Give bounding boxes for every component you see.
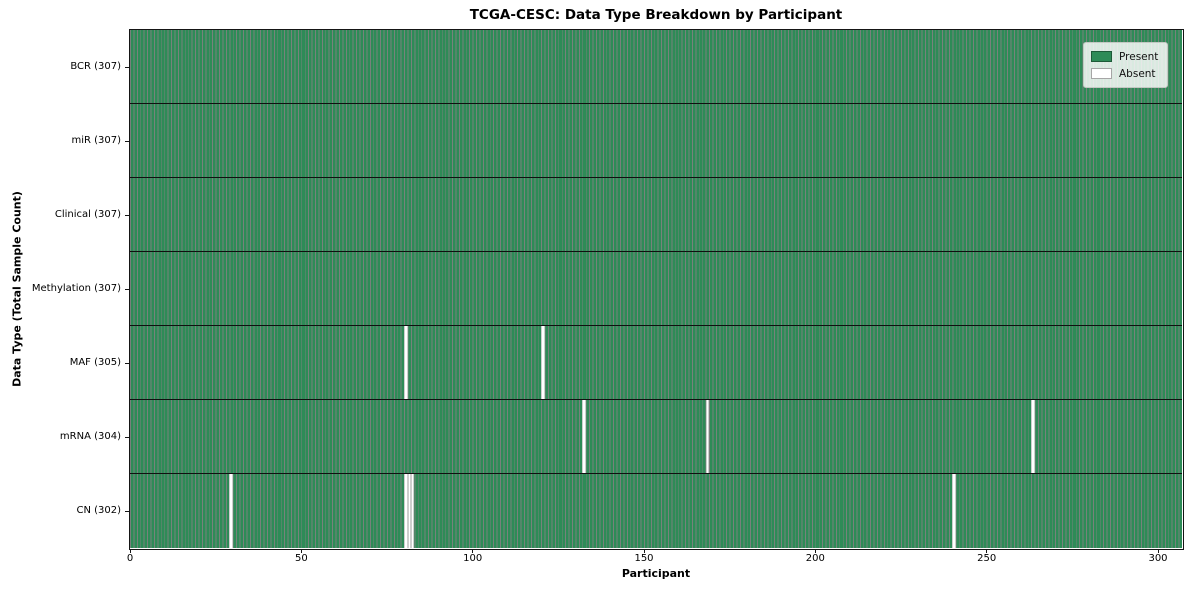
x-tick-label-250: 250 xyxy=(977,553,997,564)
chart-title: TCGA-CESC: Data Type Breakdown by Partic… xyxy=(469,7,843,23)
y-tick xyxy=(124,66,129,68)
x-tick xyxy=(814,549,816,553)
x-tick xyxy=(1157,549,1159,553)
y-tick-label-mrna: mRNA (304) xyxy=(59,431,121,442)
heatmap-row-clinical xyxy=(130,178,1182,252)
heatmap-row-maf xyxy=(130,326,1182,400)
absent-bar-cn-80 xyxy=(404,474,408,548)
heatmap-row-mir xyxy=(130,104,1182,178)
x-tick xyxy=(300,549,302,553)
y-tick-label-clinical: Clinical (307) xyxy=(54,209,121,220)
y-tick-label-methylation: Methylation (307) xyxy=(31,283,121,294)
y-tick-label-maf: MAF (305) xyxy=(69,357,121,368)
x-tick-label-150: 150 xyxy=(634,553,654,564)
x-tick xyxy=(472,549,474,553)
absent-bar-cn-240 xyxy=(952,474,956,548)
y-tick xyxy=(124,436,129,438)
y-tick-label-cn: CN (302) xyxy=(76,505,121,516)
absent-bar-mrna-263 xyxy=(1031,400,1035,473)
x-tick xyxy=(986,549,988,553)
heatmap-row-cn xyxy=(130,474,1182,548)
y-tick-label-bcr: BCR (307) xyxy=(70,61,121,72)
y-tick xyxy=(124,362,129,364)
absent-bar-maf-80 xyxy=(404,326,408,399)
heatmap-row-bcr xyxy=(130,30,1182,104)
y-tick xyxy=(124,140,129,142)
legend-label-absent: Absent xyxy=(1119,67,1156,80)
y-tick xyxy=(124,288,129,290)
legend-swatch-present xyxy=(1091,51,1112,62)
y-tick xyxy=(124,510,129,512)
legend-entry-absent: Absent xyxy=(1091,65,1158,82)
absent-bar-maf-120 xyxy=(541,326,545,399)
legend-entry-present: Present xyxy=(1091,48,1158,65)
absent-bar-cn-29 xyxy=(229,474,233,548)
legend-swatch-absent xyxy=(1091,68,1112,79)
absent-bar-cn-81 xyxy=(407,474,411,548)
heatmap-row-methylation xyxy=(130,252,1182,326)
plot-area xyxy=(130,30,1182,548)
x-tick xyxy=(643,549,645,553)
x-tick-label-0: 0 xyxy=(126,553,134,564)
absent-bar-mrna-132 xyxy=(582,400,586,473)
x-tick-label-100: 100 xyxy=(463,553,483,564)
absent-bar-mrna-168 xyxy=(705,400,710,473)
y-tick xyxy=(124,214,129,216)
x-tick-label-200: 200 xyxy=(805,553,825,564)
absent-bar-cn-82 xyxy=(410,474,415,548)
y-tick-label-mir: miR (307) xyxy=(71,135,121,146)
legend: Present Absent xyxy=(1083,42,1169,88)
legend-label-present: Present xyxy=(1119,50,1159,63)
x-axis-label: Participant xyxy=(621,567,691,580)
x-tick-label-300: 300 xyxy=(1148,553,1168,564)
x-tick-label-50: 50 xyxy=(294,553,308,564)
x-tick xyxy=(129,549,131,553)
heatmap-row-mrna xyxy=(130,400,1182,474)
